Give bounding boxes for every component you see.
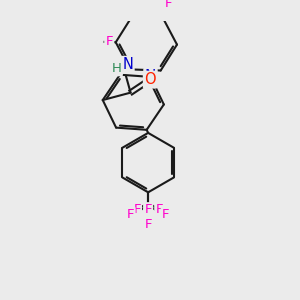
Text: H: H <box>112 62 122 75</box>
Text: O: O <box>144 72 156 87</box>
Text: F: F <box>165 0 172 10</box>
Text: F: F <box>127 208 134 221</box>
Text: N: N <box>122 57 133 72</box>
Text: F: F <box>106 35 113 48</box>
Text: F: F <box>144 203 152 217</box>
Text: F: F <box>162 208 169 221</box>
Text: F: F <box>133 203 141 217</box>
Text: N: N <box>145 69 156 84</box>
Text: F: F <box>155 203 163 217</box>
Text: F: F <box>144 218 152 231</box>
